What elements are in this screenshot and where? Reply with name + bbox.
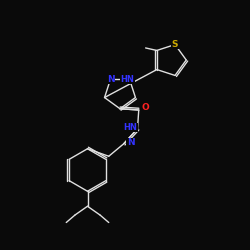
Text: N: N <box>107 75 114 84</box>
Text: HN: HN <box>120 75 134 84</box>
Text: O: O <box>142 102 150 112</box>
Text: S: S <box>172 40 178 49</box>
Text: HN: HN <box>124 123 138 132</box>
Text: N: N <box>127 138 134 147</box>
